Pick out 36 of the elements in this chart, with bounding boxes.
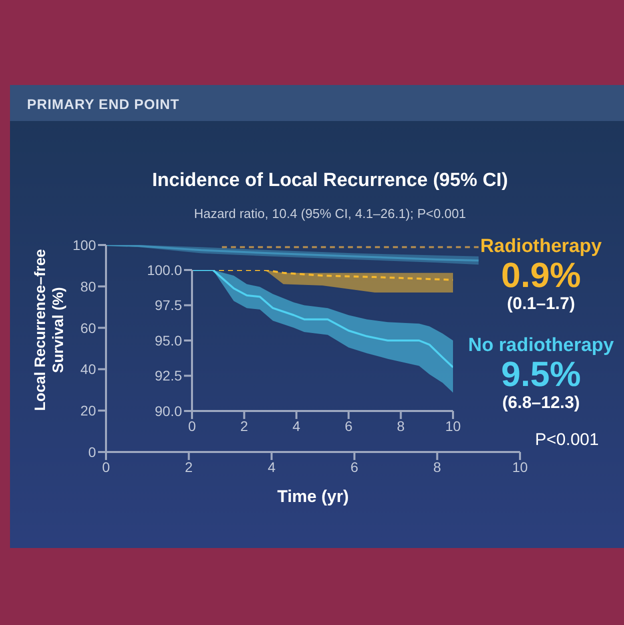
- x-tick-label: 6: [344, 418, 353, 434]
- x-tick-label: 4: [268, 458, 276, 475]
- annotation: (6.8–12.3): [501, 393, 581, 413]
- y-tick-label: 97.5: [154, 297, 182, 314]
- y-axis-title: Local Recurrence–free Survival (%): [32, 248, 68, 413]
- x-tick-label: 0: [188, 418, 196, 434]
- annotation: 0.9%: [500, 256, 582, 295]
- chart-title: Incidence of Local Recurrence (95% CI): [151, 170, 509, 192]
- x-tick-label: 4: [292, 418, 300, 434]
- x-tick-label: 6: [350, 458, 358, 475]
- y-tick-label: 0: [88, 444, 96, 460]
- line-series: [192, 270, 453, 368]
- chart-subtitle: Hazard ratio, 10.4 (95% CI, 4.1–26.1); P<0.001: [192, 206, 468, 221]
- x-tick-label: 2: [184, 458, 193, 475]
- series-label: No radiotherapy: [467, 335, 615, 357]
- y-tick-label: 100: [72, 236, 96, 253]
- y-tick-label: 95.0: [154, 332, 182, 348]
- text: PRIMARY END POINT: [27, 96, 180, 112]
- y-tick-label: 92.5: [154, 368, 182, 384]
- y-tick-label: 40: [80, 361, 96, 378]
- y-tick-label: 60: [80, 320, 96, 336]
- y-tick-label: 80: [80, 278, 96, 294]
- text: P<0.001: [535, 430, 599, 450]
- x-tick-label: 10: [445, 418, 461, 434]
- series-label: Radiotherapy: [479, 236, 603, 258]
- x-tick-label: 10: [512, 458, 528, 475]
- y-tick-label: 20: [80, 402, 96, 419]
- y-tick-label: 90.0: [154, 402, 182, 419]
- x-axis-title: Time (yr): [277, 487, 349, 506]
- x-tick-label: 8: [396, 418, 405, 434]
- x-tick-label: 0: [102, 458, 110, 475]
- x-tick-label: 8: [433, 458, 442, 475]
- annotation: (0.1–1.7): [506, 294, 576, 314]
- annotation: 9.5%: [500, 355, 582, 394]
- y-tick-label: 100.0: [146, 262, 182, 278]
- x-tick-label: 2: [240, 418, 248, 434]
